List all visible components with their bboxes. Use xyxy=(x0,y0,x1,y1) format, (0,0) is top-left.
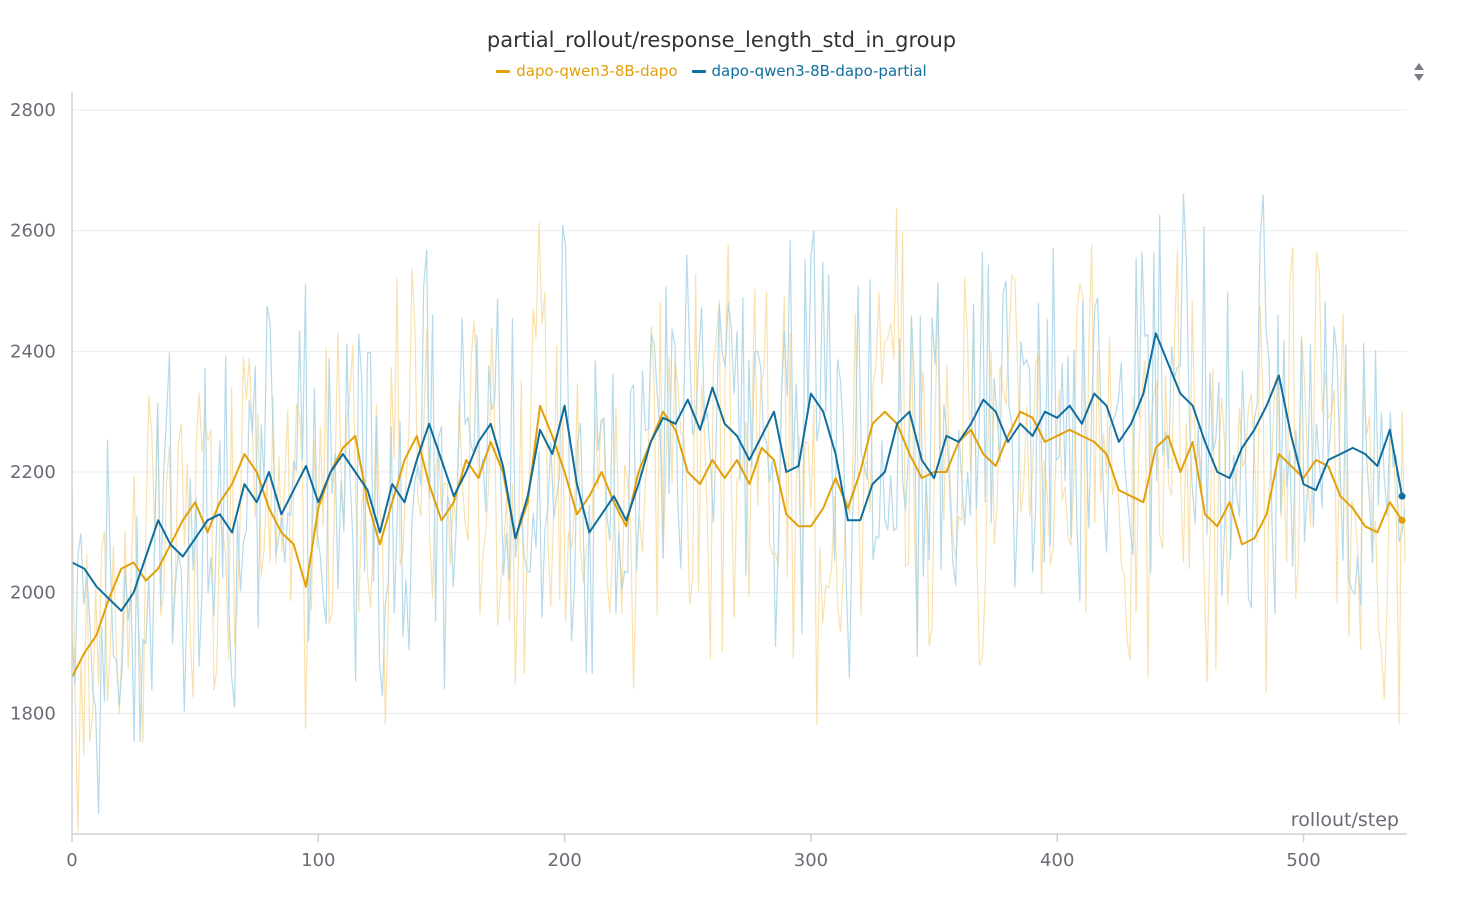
legend-label-series-b: dapo-qwen3-8B-dapo-partial xyxy=(711,62,927,80)
legend-label-series-a: dapo-qwen3-8B-dapo xyxy=(516,62,678,80)
y-tick-label: 2200 xyxy=(10,462,56,483)
y-tick-label: 2600 xyxy=(10,221,56,242)
chart-title: partial_rollout/response_length_std_in_g… xyxy=(486,28,957,52)
x-axis-title: rollout/step xyxy=(1291,809,1399,831)
x-tick-label: 500 xyxy=(1286,850,1320,871)
series-end-point-series-b xyxy=(1398,492,1406,500)
raw-data-layer xyxy=(71,193,1406,832)
x-tick-label: 100 xyxy=(301,850,335,871)
series-line-series-a xyxy=(71,404,1403,678)
sort-arrows-icon[interactable] xyxy=(1410,62,1428,82)
raw-trace-series-a xyxy=(71,208,1406,832)
y-tick-label: 2800 xyxy=(10,100,56,121)
series-end-point-series-a xyxy=(1398,516,1406,524)
legend-swatch-series-b xyxy=(691,69,706,73)
legend-item-series-a[interactable]: dapo-qwen3-8B-dapo xyxy=(496,62,678,80)
x-tick-label: 300 xyxy=(794,850,828,871)
raw-trace-series-b xyxy=(71,193,1406,815)
series-layer xyxy=(71,332,1406,678)
y-tick-label: 1800 xyxy=(10,703,56,724)
y-tick-label: 2000 xyxy=(10,583,56,604)
series-line-series-b xyxy=(71,332,1404,612)
x-tick-label: 0 xyxy=(66,850,77,871)
legend-item-series-b[interactable]: dapo-qwen3-8B-dapo-partial xyxy=(691,62,927,80)
legend-swatch-series-a xyxy=(496,69,511,73)
axis-layer: 1800 2000 2200 2400 2600 2800 0 100 200 300 400 500… xyxy=(10,92,1407,871)
y-tick-label: 2400 xyxy=(10,341,56,362)
legend: dapo-qwen3-8B-dapo dapo-qwen3-8B-dapo-pa… xyxy=(0,62,1423,80)
x-tick-label: 400 xyxy=(1040,850,1074,871)
x-tick-label: 200 xyxy=(547,850,581,871)
